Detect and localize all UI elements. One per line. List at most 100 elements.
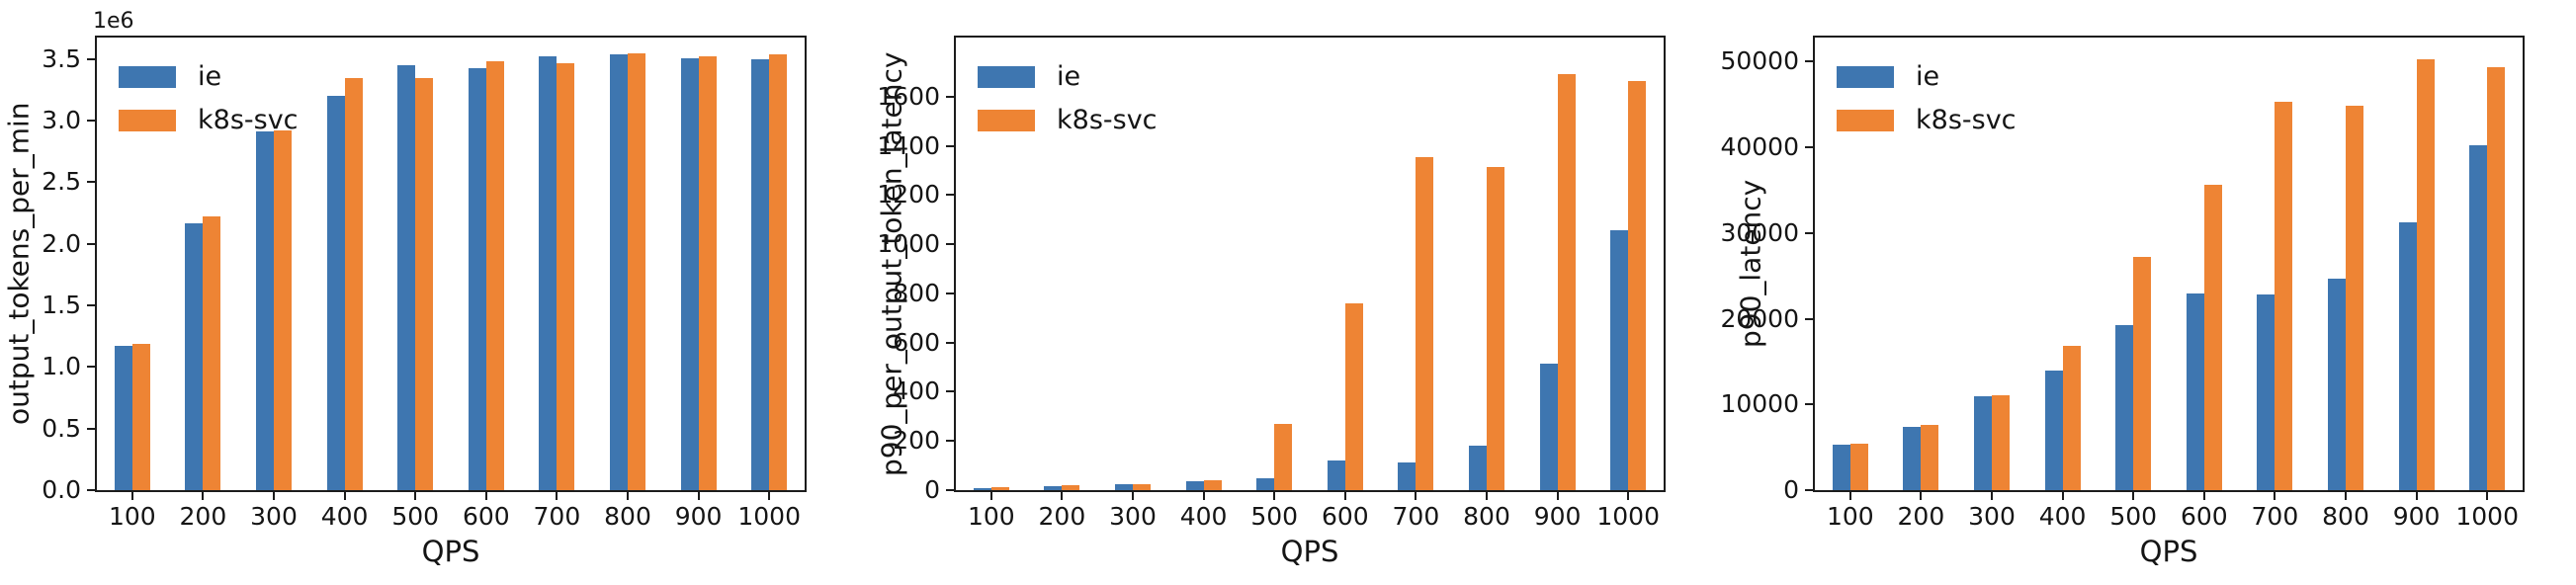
legend-swatch-k8s-svc <box>119 109 176 131</box>
x-tick-mark <box>2415 492 2418 500</box>
y-tick-mark <box>1805 146 1813 149</box>
x-tick-label: 600 <box>1321 502 1369 531</box>
x-tick-mark <box>2132 492 2135 500</box>
bar-ie <box>539 56 558 490</box>
x-tick-mark <box>2486 492 2489 500</box>
bar-ie <box>2328 278 2346 490</box>
x-tick-label: 100 <box>1826 502 1874 531</box>
legend-swatch-ie <box>978 65 1035 88</box>
x-tick-mark <box>1343 492 1346 500</box>
bar-k8s-svc <box>990 487 1009 490</box>
x-tick-mark <box>2061 492 2064 500</box>
bar-ie <box>114 346 132 490</box>
bar-ie <box>468 67 486 490</box>
bar-k8s-svc <box>2203 185 2222 490</box>
y-tick-mark <box>87 489 95 491</box>
x-tick-label: 600 <box>462 502 510 531</box>
y-tick-mark <box>946 390 954 393</box>
bar-k8s-svc <box>1921 425 1939 490</box>
bar-k8s-svc <box>2346 106 2363 490</box>
x-tick-label: 500 <box>391 502 440 531</box>
y-axis-offset-label: 1e6 <box>93 9 134 34</box>
y-tick-label: 10000 <box>1720 389 1799 419</box>
bar-k8s-svc <box>1849 443 1868 490</box>
y-tick-mark <box>946 489 954 491</box>
y-tick-mark <box>87 57 95 60</box>
bar-ie <box>2044 371 2063 490</box>
y-tick-label: 1.5 <box>42 291 81 320</box>
y-tick-label: 1.0 <box>42 352 81 381</box>
y-tick-mark <box>1805 403 1813 406</box>
x-tick-label: 700 <box>533 502 581 531</box>
bar-k8s-svc <box>2416 58 2435 490</box>
bar-k8s-svc <box>2133 257 2152 490</box>
bar-ie <box>1903 426 1922 490</box>
legend-swatch-ie <box>119 65 176 88</box>
bar-k8s-svc <box>203 216 221 490</box>
bar-ie <box>1327 460 1345 490</box>
x-tick-mark <box>1486 492 1488 500</box>
y-tick-mark <box>946 95 954 98</box>
x-tick-label: 400 <box>2038 502 2087 531</box>
bar-ie <box>610 53 628 490</box>
x-tick-label: 900 <box>2392 502 2441 531</box>
x-tick-label: 200 <box>1897 502 1945 531</box>
legend-item-k8s-svc: k8s-svc <box>1837 107 2017 133</box>
x-tick-mark <box>2274 492 2276 500</box>
y-tick-label: 600 <box>893 327 940 357</box>
y-tick-mark <box>87 304 95 307</box>
bar-ie <box>1539 363 1558 490</box>
bar-ie <box>1185 481 1204 490</box>
x-tick-mark <box>130 492 133 500</box>
bar-k8s-svc <box>1274 423 1293 490</box>
x-tick-label: 1000 <box>1596 502 1660 531</box>
x-tick-label: 900 <box>1533 502 1582 531</box>
bar-k8s-svc <box>2275 102 2293 490</box>
x-tick-mark <box>1556 492 1559 500</box>
x-tick-mark <box>2345 492 2347 500</box>
y-tick-label: 30000 <box>1720 217 1799 247</box>
x-tick-mark <box>1273 492 1276 500</box>
bar-k8s-svc <box>1487 166 1504 490</box>
legend-item-k8s-svc: k8s-svc <box>978 107 1158 133</box>
x-axis-label: QPS <box>421 535 480 568</box>
x-tick-mark <box>1061 492 1064 500</box>
plot-area: ie k8s-svc <box>95 36 807 492</box>
bar-k8s-svc <box>344 77 363 490</box>
x-tick-mark <box>1132 492 1134 500</box>
y-tick-mark <box>87 366 95 369</box>
legend-label-k8s-svc: k8s-svc <box>1057 105 1158 135</box>
bar-ie <box>2115 325 2134 490</box>
x-tick-label: 100 <box>967 502 1015 531</box>
y-tick-mark <box>946 341 954 344</box>
x-tick-mark <box>343 492 346 500</box>
y-tick-label: 1400 <box>877 130 940 160</box>
y-tick-label: 800 <box>893 278 940 307</box>
legend-item-ie: ie <box>978 63 1158 90</box>
bar-k8s-svc <box>2487 66 2506 490</box>
bar-ie <box>1044 485 1063 490</box>
bar-ie <box>185 222 204 490</box>
y-tick-label: 1200 <box>877 180 940 209</box>
legend-swatch-k8s-svc <box>978 109 1035 131</box>
y-tick-label: 3.5 <box>42 43 81 73</box>
legend-label-ie: ie <box>1057 61 1081 92</box>
chart-p90-per-output-token-latency: p90_per_output_token_latency ie k8s-svc … <box>859 0 1718 585</box>
y-tick-mark <box>946 292 954 294</box>
bar-ie <box>397 65 416 490</box>
legend-label-k8s-svc: k8s-svc <box>1916 105 2017 135</box>
x-axis-label: QPS <box>1280 535 1339 568</box>
y-axis-label: p90_latency <box>1734 179 1767 349</box>
x-tick-mark <box>1627 492 1630 500</box>
y-tick-mark <box>946 194 954 197</box>
y-tick-mark <box>87 242 95 245</box>
y-tick-label: 50000 <box>1720 46 1799 76</box>
y-tick-label: 2.5 <box>42 167 81 197</box>
y-tick-label: 0.5 <box>42 413 81 443</box>
bar-ie <box>256 131 274 490</box>
bar-ie <box>1974 396 1992 490</box>
y-tick-label: 200 <box>893 426 940 456</box>
x-tick-mark <box>1202 492 1205 500</box>
x-tick-label: 700 <box>2251 502 2299 531</box>
chart-output-tokens-per-min: 1e6 output_tokens_per_min ie k8s-svc QPS… <box>0 0 859 585</box>
